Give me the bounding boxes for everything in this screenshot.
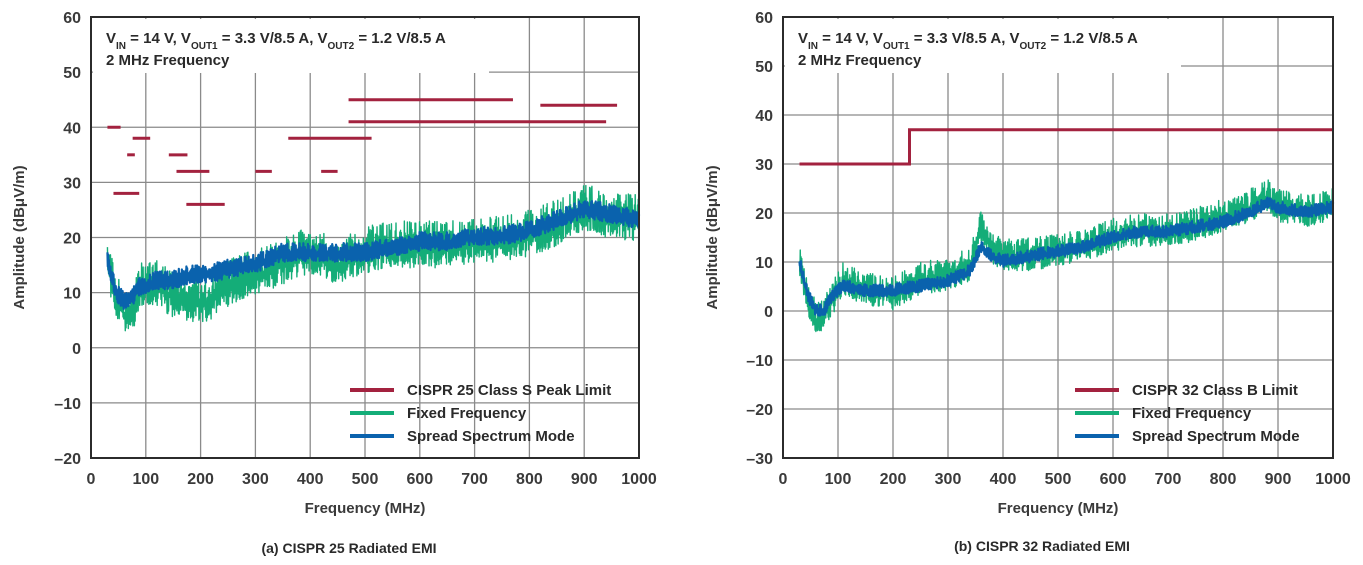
x-tick-label: 900: [571, 471, 598, 488]
condition-text: V: [106, 30, 116, 47]
condition-subscript: OUT1: [191, 41, 218, 52]
noise-trace: [798, 179, 1334, 333]
y-tick-label: 40: [755, 108, 773, 125]
legend: CISPR 32 Class B Limit Fixed Frequency Spr…: [1075, 382, 1300, 445]
y-tick-label: 0: [72, 341, 81, 358]
condition-text: V: [798, 30, 808, 47]
noise-trace: [106, 184, 640, 332]
condition-subscript: OUT1: [883, 41, 910, 52]
y-tick-label: 50: [63, 65, 81, 82]
x-tick-label: 700: [1155, 471, 1182, 488]
y-tick-label: 50: [755, 59, 773, 76]
chart-caption: (b) CISPR 32 Radiated EMI: [954, 538, 1130, 554]
y-tick-label: –10: [746, 353, 773, 370]
series-fixed-frequency: [106, 184, 640, 332]
condition-text: = 1.2 V/8.5 A: [1046, 30, 1138, 47]
plot-frame: [90, 16, 640, 459]
x-tick-label: 600: [406, 471, 433, 488]
y-tick-label: –30: [746, 451, 773, 468]
x-tick-label: 0: [779, 471, 788, 488]
chart-panel-b: 0 100 200 300 400 500 600 700 800 900 1000–30–20–1…: [704, 10, 1351, 554]
condition-text: = 3.3 V/8.5 A, V: [218, 30, 328, 47]
condition-line-1: VIN = 14 V, VOUT1 = 3.3 V/8.5 A, VOUT2 =…: [798, 30, 1138, 52]
legend-label: Spread Spectrum Mode: [407, 428, 575, 445]
x-axis-label: Frequency (MHz): [305, 500, 426, 517]
x-tick-label: 100: [132, 471, 159, 488]
condition-text: = 3.3 V/8.5 A, V: [910, 30, 1020, 47]
condition-text: = 1.2 V/8.5 A: [354, 30, 446, 47]
series-spread-spectrum-mode: [798, 196, 1335, 317]
y-tick-label: 20: [755, 206, 773, 223]
series-fixed-frequency: [798, 179, 1334, 333]
y-tick-label: 60: [755, 10, 773, 27]
condition-subscript: IN: [808, 41, 818, 52]
chart-caption: (a) CISPR 25 Radiated EMI: [261, 540, 436, 556]
y-axis-label: Amplitude (dBμV/m): [704, 165, 721, 309]
chart-panel-a: 0 100 200 300 400 500 600 700 800 900 1000 –20 –10 0 1…: [11, 10, 657, 556]
noise-trace: [798, 196, 1335, 317]
limit-line: [799, 128, 1333, 166]
legend-label: Fixed Frequency: [407, 405, 527, 422]
x-tick-label: 400: [297, 471, 324, 488]
series-spread-spectrum-mode: [106, 200, 641, 310]
x-tick-label: 500: [1045, 471, 1072, 488]
x-tick-label: 1000: [621, 471, 657, 488]
legend-label: Spread Spectrum Mode: [1132, 428, 1300, 445]
y-tick-label: 10: [63, 286, 81, 303]
x-tick-label: 300: [935, 471, 962, 488]
x-tick-label: 500: [352, 471, 379, 488]
x-tick-label: 0: [87, 471, 96, 488]
condition-text: = 14 V, V: [818, 30, 883, 47]
series-cispr-32-class-b-limit: [799, 128, 1333, 166]
x-tick-label: 700: [461, 471, 488, 488]
x-tick-label: 200: [880, 471, 907, 488]
condition-background: [93, 19, 489, 73]
noise-trace: [106, 200, 641, 310]
y-tick-label: 30: [63, 175, 81, 192]
series-cispr-25-class-s-peak-limit: [107, 98, 618, 206]
y-tick-label: –20: [746, 402, 773, 419]
x-tick-label: 600: [1100, 471, 1127, 488]
x-tick-label: 800: [516, 471, 543, 488]
condition-background: [785, 19, 1181, 73]
condition-line-2: 2 MHz Frequency: [106, 52, 230, 69]
y-tick-label: 40: [63, 120, 81, 137]
legend: CISPR 25 Class S Peak Limit Fixed Frequen…: [350, 382, 611, 445]
condition-text: = 14 V, V: [126, 30, 191, 47]
x-tick-label: 400: [990, 471, 1017, 488]
x-tick-label: 1000: [1315, 471, 1351, 488]
condition-subscript: OUT2: [1020, 41, 1047, 52]
x-tick-label: 300: [242, 471, 269, 488]
condition-line-2: 2 MHz Frequency: [798, 52, 922, 69]
y-tick-label: 60: [63, 10, 81, 27]
y-tick-label: 0: [764, 304, 773, 321]
condition-line-1: VIN = 14 V, VOUT1 = 3.3 V/8.5 A, VOUT2 =…: [106, 30, 446, 52]
legend-label: CISPR 25 Class S Peak Limit: [407, 382, 611, 399]
legend-label: CISPR 32 Class B Limit: [1132, 382, 1298, 399]
x-tick-label: 100: [825, 471, 852, 488]
x-axis-label: Frequency (MHz): [998, 500, 1119, 517]
y-tick-label: –10: [54, 396, 81, 413]
condition-subscript: OUT2: [328, 41, 355, 52]
y-tick-label: –20: [54, 451, 81, 468]
y-axis-label: Amplitude (dBμV/m): [11, 165, 28, 309]
y-tick-label: 20: [63, 231, 81, 248]
y-tick-label: 30: [755, 157, 773, 174]
x-tick-label: 800: [1210, 471, 1237, 488]
condition-subscript: IN: [116, 41, 126, 52]
x-tick-label: 200: [187, 471, 214, 488]
y-tick-label: 10: [755, 255, 773, 272]
x-tick-label: 900: [1265, 471, 1292, 488]
plot-frame: [782, 16, 1334, 459]
legend-label: Fixed Frequency: [1132, 405, 1252, 422]
